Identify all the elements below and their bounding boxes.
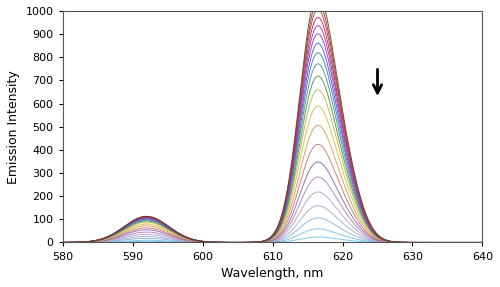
- Y-axis label: Emission Intensity: Emission Intensity: [7, 70, 20, 184]
- X-axis label: Wavelength, nm: Wavelength, nm: [222, 267, 324, 280]
